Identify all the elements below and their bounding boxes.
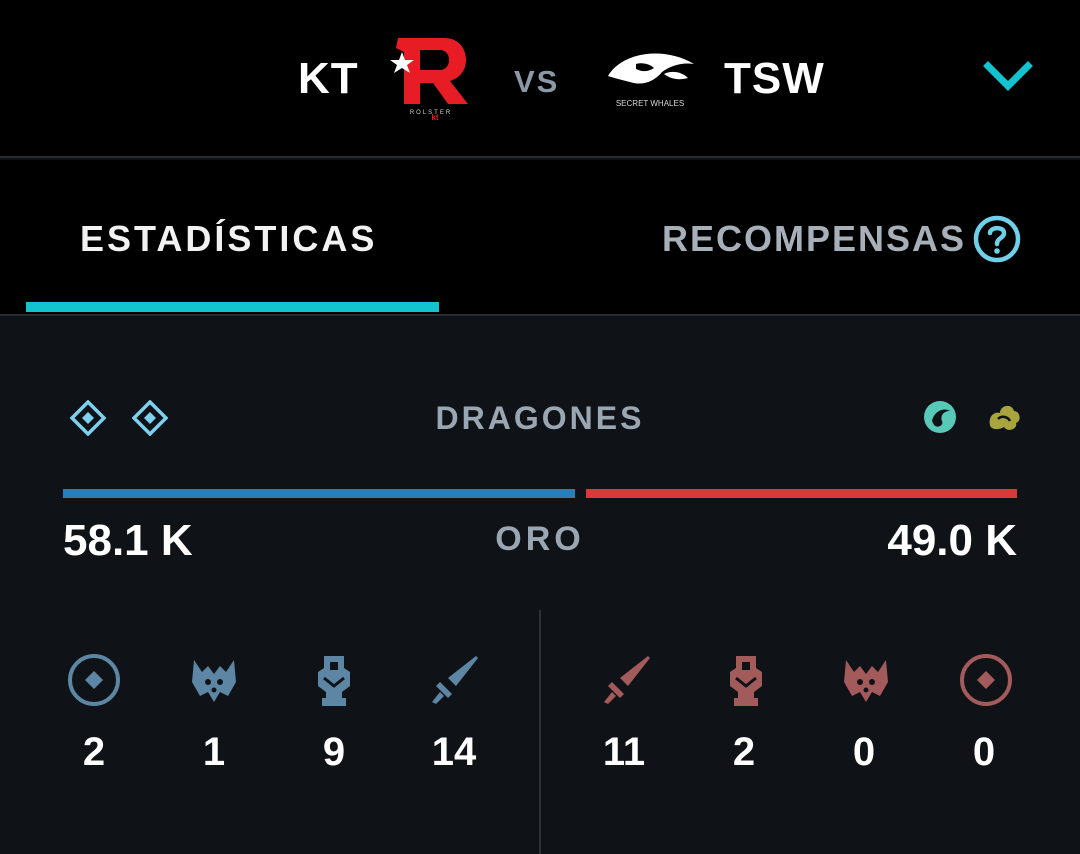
team-b-name: TSW — [724, 54, 825, 103]
gold-label: ORO — [495, 520, 585, 558]
chevron-down-icon[interactable] — [982, 56, 1034, 96]
baron-icon — [186, 652, 242, 708]
team-a-inhibitors: 2 — [82, 730, 106, 774]
team-b-barons: 0 — [852, 730, 876, 774]
svg-text:kt: kt — [431, 113, 438, 120]
sword-icon — [598, 652, 654, 708]
team-a-barons: 1 — [202, 730, 226, 774]
dragons-label: DRAGONES — [435, 400, 645, 436]
inhibitor-icon — [66, 652, 122, 708]
inhibitor-icon — [958, 652, 1014, 708]
baron-icon — [838, 652, 894, 708]
gold-bar-team-b — [586, 489, 1017, 498]
svg-text:ROLSTER: ROLSTER — [410, 110, 452, 116]
tab-bar: ESTADÍSTICAS RECOMPENSAS — [0, 160, 1080, 316]
help-circle-icon[interactable] — [972, 214, 1022, 264]
secret-whales-logo: SECRET WHALES — [602, 42, 698, 112]
tower-icon — [718, 652, 774, 708]
gold-team-b: 49.0 K — [887, 516, 1017, 565]
gold-team-a: 58.1 K — [63, 516, 193, 565]
versus-label: VS — [514, 64, 560, 99]
mountain-drake-icon — [986, 399, 1022, 435]
match-header: KT ROLSTER kt VS SECRET WHALES TSW — [0, 0, 1080, 158]
tower-icon — [306, 652, 362, 708]
sword-icon — [426, 652, 482, 708]
team-a-kills: 14 — [431, 730, 477, 774]
team-divider — [539, 610, 541, 854]
svg-text:SECRET WHALES: SECRET WHALES — [616, 99, 684, 108]
team-b-inhibitors: 0 — [972, 730, 996, 774]
team-a-name: KT — [298, 54, 359, 103]
team-b-towers: 2 — [732, 730, 756, 774]
tab-estadisticas[interactable]: ESTADÍSTICAS — [80, 218, 378, 259]
active-tab-indicator — [26, 302, 439, 312]
team-a-towers: 9 — [322, 730, 346, 774]
cloud-drake-icon — [69, 399, 107, 437]
kt-rolster-logo: ROLSTER kt — [388, 34, 474, 122]
tab-recompensas[interactable]: RECOMPENSAS — [662, 218, 967, 259]
cloud-drake-icon — [131, 399, 169, 437]
gold-bar-team-a — [63, 489, 575, 498]
team-b-kills: 11 — [602, 730, 646, 774]
ocean-drake-icon — [922, 399, 958, 435]
